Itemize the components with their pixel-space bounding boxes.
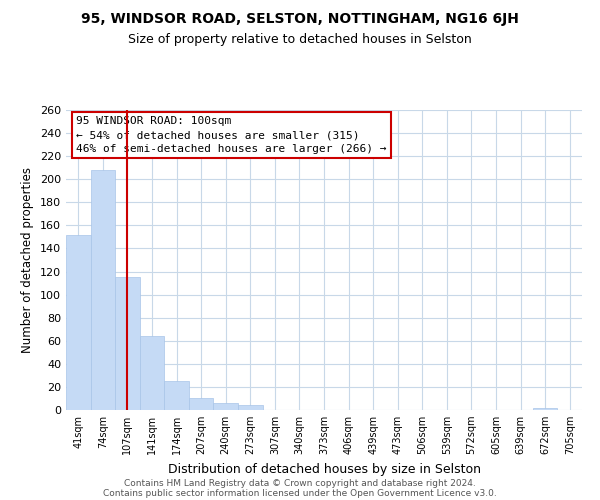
Text: Size of property relative to detached houses in Selston: Size of property relative to detached ho… — [128, 32, 472, 46]
Bar — [533, 408, 557, 410]
Bar — [91, 170, 115, 410]
Y-axis label: Number of detached properties: Number of detached properties — [22, 167, 34, 353]
Bar — [66, 234, 91, 410]
X-axis label: Distribution of detached houses by size in Selston: Distribution of detached houses by size … — [167, 462, 481, 475]
Bar — [189, 398, 214, 410]
Text: 95, WINDSOR ROAD, SELSTON, NOTTINGHAM, NG16 6JH: 95, WINDSOR ROAD, SELSTON, NOTTINGHAM, N… — [81, 12, 519, 26]
Text: Contains public sector information licensed under the Open Government Licence v3: Contains public sector information licen… — [103, 488, 497, 498]
Bar — [164, 381, 189, 410]
Bar — [238, 406, 263, 410]
Bar — [140, 336, 164, 410]
Text: Contains HM Land Registry data © Crown copyright and database right 2024.: Contains HM Land Registry data © Crown c… — [124, 478, 476, 488]
Bar — [214, 403, 238, 410]
Bar — [115, 278, 140, 410]
Text: 95 WINDSOR ROAD: 100sqm
← 54% of detached houses are smaller (315)
46% of semi-d: 95 WINDSOR ROAD: 100sqm ← 54% of detache… — [76, 116, 387, 154]
